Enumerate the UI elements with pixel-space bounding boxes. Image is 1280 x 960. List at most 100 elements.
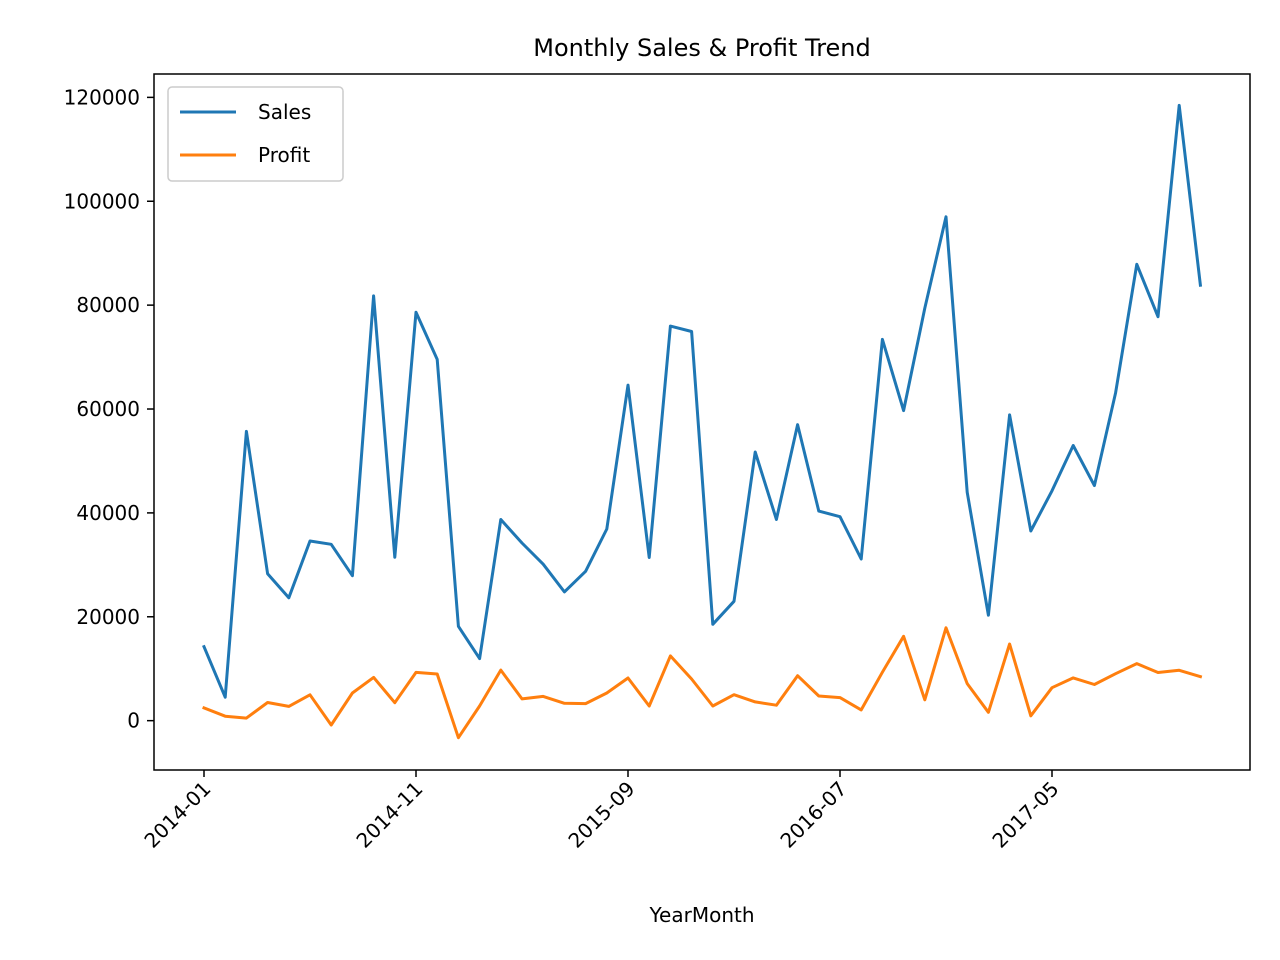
plot-area [202, 103, 1203, 740]
data-point-sales [1029, 529, 1033, 533]
data-point-sales [330, 543, 333, 546]
data-point-sales [1093, 484, 1096, 487]
data-point-sales [499, 518, 502, 521]
data-point-sales [414, 311, 418, 314]
data-point-profit [796, 674, 799, 677]
x-tick-label: 2017-05 [987, 777, 1063, 853]
chart-title: Monthly Sales & Profit Trend [533, 34, 871, 62]
data-point-profit [372, 676, 375, 679]
data-point-sales [1178, 104, 1181, 107]
data-point-profit [457, 736, 460, 739]
data-point-sales [987, 614, 990, 617]
data-point-sales [1114, 391, 1117, 395]
legend: Sales Profit [167, 86, 344, 182]
data-point-profit [436, 672, 439, 676]
data-point-sales [796, 423, 799, 426]
data-point-sales [669, 324, 672, 328]
data-point-profit [817, 694, 820, 698]
data-point-sales [690, 330, 693, 333]
data-point-profit [881, 671, 884, 674]
data-point-sales [966, 491, 969, 494]
x-tick-label: 2016-07 [775, 777, 851, 853]
data-point-profit [690, 677, 693, 681]
data-point-sales [775, 518, 778, 521]
data-point-profit [224, 714, 227, 718]
data-point-profit [732, 693, 736, 696]
data-point-sales [1008, 413, 1011, 417]
data-point-profit [711, 704, 714, 708]
data-point-profit [393, 701, 396, 704]
data-point-sales [1072, 444, 1075, 447]
data-point-sales [372, 294, 375, 298]
data-point-sales [520, 541, 524, 545]
data-point-sales [838, 515, 842, 518]
data-point-profit [648, 704, 651, 708]
data-point-sales [478, 657, 481, 660]
series-line-profit [202, 626, 1203, 740]
data-point-profit [1008, 642, 1011, 646]
data-point-profit [202, 706, 206, 710]
data-point-profit [1050, 686, 1054, 689]
data-point-sales [245, 430, 248, 433]
data-point-sales [626, 383, 630, 387]
data-point-sales [457, 625, 460, 628]
y-tick-label: 100000 [64, 189, 140, 213]
data-point-sales [711, 623, 714, 626]
data-point-sales [754, 450, 757, 454]
data-point-profit [308, 693, 312, 697]
y-tick-label: 0 [127, 709, 140, 733]
data-point-sales [266, 572, 269, 575]
data-point-profit [245, 716, 248, 720]
data-point-profit [987, 711, 990, 714]
data-point-profit [287, 705, 290, 708]
data-point-profit [1156, 671, 1160, 674]
legend-label-sales: Sales [258, 100, 311, 124]
data-point-sales [605, 527, 608, 531]
data-point-profit [499, 668, 502, 672]
plot-frame [153, 73, 1251, 771]
data-point-profit [966, 682, 969, 685]
data-point-sales [817, 509, 820, 513]
data-point-profit [902, 635, 905, 638]
data-point-profit [860, 708, 863, 712]
data-point-sales [648, 556, 651, 559]
data-point-sales [202, 645, 206, 648]
data-point-sales [1135, 263, 1139, 266]
data-point-sales [923, 306, 926, 310]
data-point-sales [584, 570, 587, 573]
data-point-profit [605, 691, 608, 695]
data-point-sales [436, 358, 439, 361]
data-point-sales [1156, 315, 1160, 318]
data-point-profit [1114, 672, 1117, 675]
x-tick-label: 2014-11 [351, 777, 427, 853]
data-point-profit [563, 702, 566, 705]
data-point-sales [1199, 284, 1202, 287]
data-point-sales [224, 695, 227, 699]
y-tick-label: 80000 [76, 293, 140, 317]
data-point-profit [542, 695, 545, 698]
legend-label-profit: Profit [258, 143, 310, 167]
data-point-sales [860, 557, 863, 561]
x-axis-title: YearMonth [648, 903, 754, 927]
data-point-profit [775, 703, 778, 707]
data-point-profit [1178, 669, 1181, 672]
data-point-profit [838, 696, 842, 699]
x-tick-label: 2015-09 [563, 777, 639, 853]
data-point-profit [1029, 714, 1033, 718]
y-tick-label: 120000 [64, 85, 140, 109]
data-point-profit [1135, 662, 1139, 665]
data-point-sales [351, 574, 354, 577]
data-point-profit [414, 671, 418, 674]
data-point-sales [542, 562, 545, 566]
data-point-sales [881, 338, 884, 341]
data-point-profit [923, 698, 926, 702]
data-point-profit [584, 702, 587, 705]
y-tick-label: 40000 [76, 501, 140, 525]
data-point-sales [308, 539, 312, 543]
x-tick-label: 2014-01 [139, 777, 215, 853]
data-point-profit [478, 704, 481, 708]
data-point-profit [669, 654, 672, 658]
data-point-profit [944, 626, 948, 629]
